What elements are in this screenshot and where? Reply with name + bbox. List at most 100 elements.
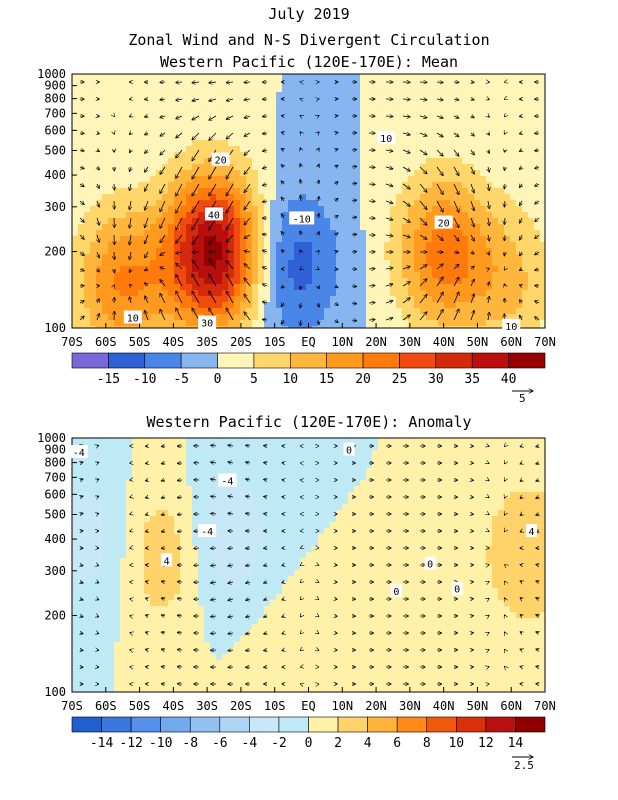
field-cell xyxy=(528,104,535,111)
field-cell xyxy=(108,522,115,529)
field-cell xyxy=(450,194,457,201)
field-cell xyxy=(120,176,127,183)
field-cell xyxy=(78,302,85,309)
field-cell xyxy=(84,606,91,613)
field-cell xyxy=(432,236,439,243)
field-cell xyxy=(210,110,217,117)
field-cell xyxy=(354,254,361,261)
field-cell xyxy=(348,302,355,309)
field-cell xyxy=(204,438,211,445)
field-cell xyxy=(150,326,157,328)
field-cell xyxy=(126,74,133,81)
field-cell xyxy=(216,92,223,99)
field-cell xyxy=(216,510,223,517)
field-cell xyxy=(180,242,187,249)
field-cell xyxy=(402,110,409,117)
field-cell xyxy=(312,122,319,129)
field-cell xyxy=(384,194,391,201)
field-cell xyxy=(450,188,457,195)
field-cell xyxy=(120,326,127,328)
field-cell xyxy=(330,146,337,153)
field-cell xyxy=(186,528,193,535)
field-cell xyxy=(402,170,409,177)
circulation-vector xyxy=(281,149,284,150)
field-cell xyxy=(222,92,229,99)
colorbar-swatch xyxy=(108,352,146,369)
field-cell xyxy=(156,158,163,165)
field-cell xyxy=(348,140,355,147)
field-cell xyxy=(288,236,295,243)
circulation-vector xyxy=(335,215,338,218)
field-cell xyxy=(348,128,355,135)
field-cell xyxy=(138,290,145,297)
field-cell xyxy=(456,296,463,303)
field-cell xyxy=(84,630,91,637)
field-cell xyxy=(138,438,145,445)
field-cell xyxy=(162,128,169,135)
field-cell xyxy=(120,588,127,595)
field-cell xyxy=(150,618,157,625)
field-cell xyxy=(312,212,319,219)
field-cell xyxy=(90,546,97,553)
field-cell xyxy=(348,152,355,159)
circulation-vector xyxy=(488,183,489,191)
field-cell xyxy=(78,308,85,315)
field-cell xyxy=(450,182,457,189)
field-cell xyxy=(84,152,91,159)
field-cell xyxy=(246,242,253,249)
field-cell xyxy=(120,600,127,607)
field-cell xyxy=(528,254,535,261)
field-cell xyxy=(216,218,223,225)
circulation-vector xyxy=(504,251,505,256)
field-cell xyxy=(330,290,337,297)
field-cell xyxy=(534,110,541,117)
field-cell xyxy=(132,266,139,273)
field-cell xyxy=(480,152,487,159)
field-cell xyxy=(510,164,517,171)
field-cell xyxy=(108,618,115,625)
field-cell xyxy=(300,128,307,135)
field-cell xyxy=(342,116,349,123)
circulation-vector xyxy=(145,217,149,228)
field-cell xyxy=(366,182,373,189)
field-cell xyxy=(198,236,205,243)
field-cell xyxy=(432,194,439,201)
circulation-vector xyxy=(79,301,84,303)
field-cell xyxy=(126,176,133,183)
circulation-vector xyxy=(209,132,217,140)
field-cell xyxy=(138,504,145,511)
circulation-vector xyxy=(176,166,183,178)
field-cell xyxy=(198,290,205,297)
field-cell xyxy=(372,224,379,231)
field-cell xyxy=(522,116,529,123)
x-tick-label: 70S xyxy=(61,335,83,349)
field-cell xyxy=(162,278,169,285)
field-cell xyxy=(108,158,115,165)
field-cell xyxy=(216,570,223,577)
field-cell xyxy=(102,654,109,661)
field-cell xyxy=(312,266,319,273)
field-cell xyxy=(306,110,313,117)
field-cell xyxy=(324,170,331,177)
field-cell xyxy=(168,618,175,625)
field-cell xyxy=(246,266,253,273)
field-cell xyxy=(306,176,313,183)
field-cell xyxy=(450,200,457,207)
field-cell xyxy=(132,158,139,165)
field-cell xyxy=(456,242,463,249)
field-cell xyxy=(114,194,121,201)
circulation-vector xyxy=(535,184,540,186)
field-cell xyxy=(492,116,499,123)
field-cell xyxy=(372,152,379,159)
colorbar-swatch xyxy=(435,352,473,369)
field-cell xyxy=(162,182,169,189)
field-cell xyxy=(96,540,103,547)
field-cell xyxy=(228,158,235,165)
field-cell xyxy=(486,302,493,309)
field-cell xyxy=(318,170,325,177)
field-cell xyxy=(330,92,337,99)
field-cell xyxy=(384,152,391,159)
field-cell xyxy=(276,188,283,195)
field-cell xyxy=(228,212,235,219)
field-cell xyxy=(192,510,199,517)
